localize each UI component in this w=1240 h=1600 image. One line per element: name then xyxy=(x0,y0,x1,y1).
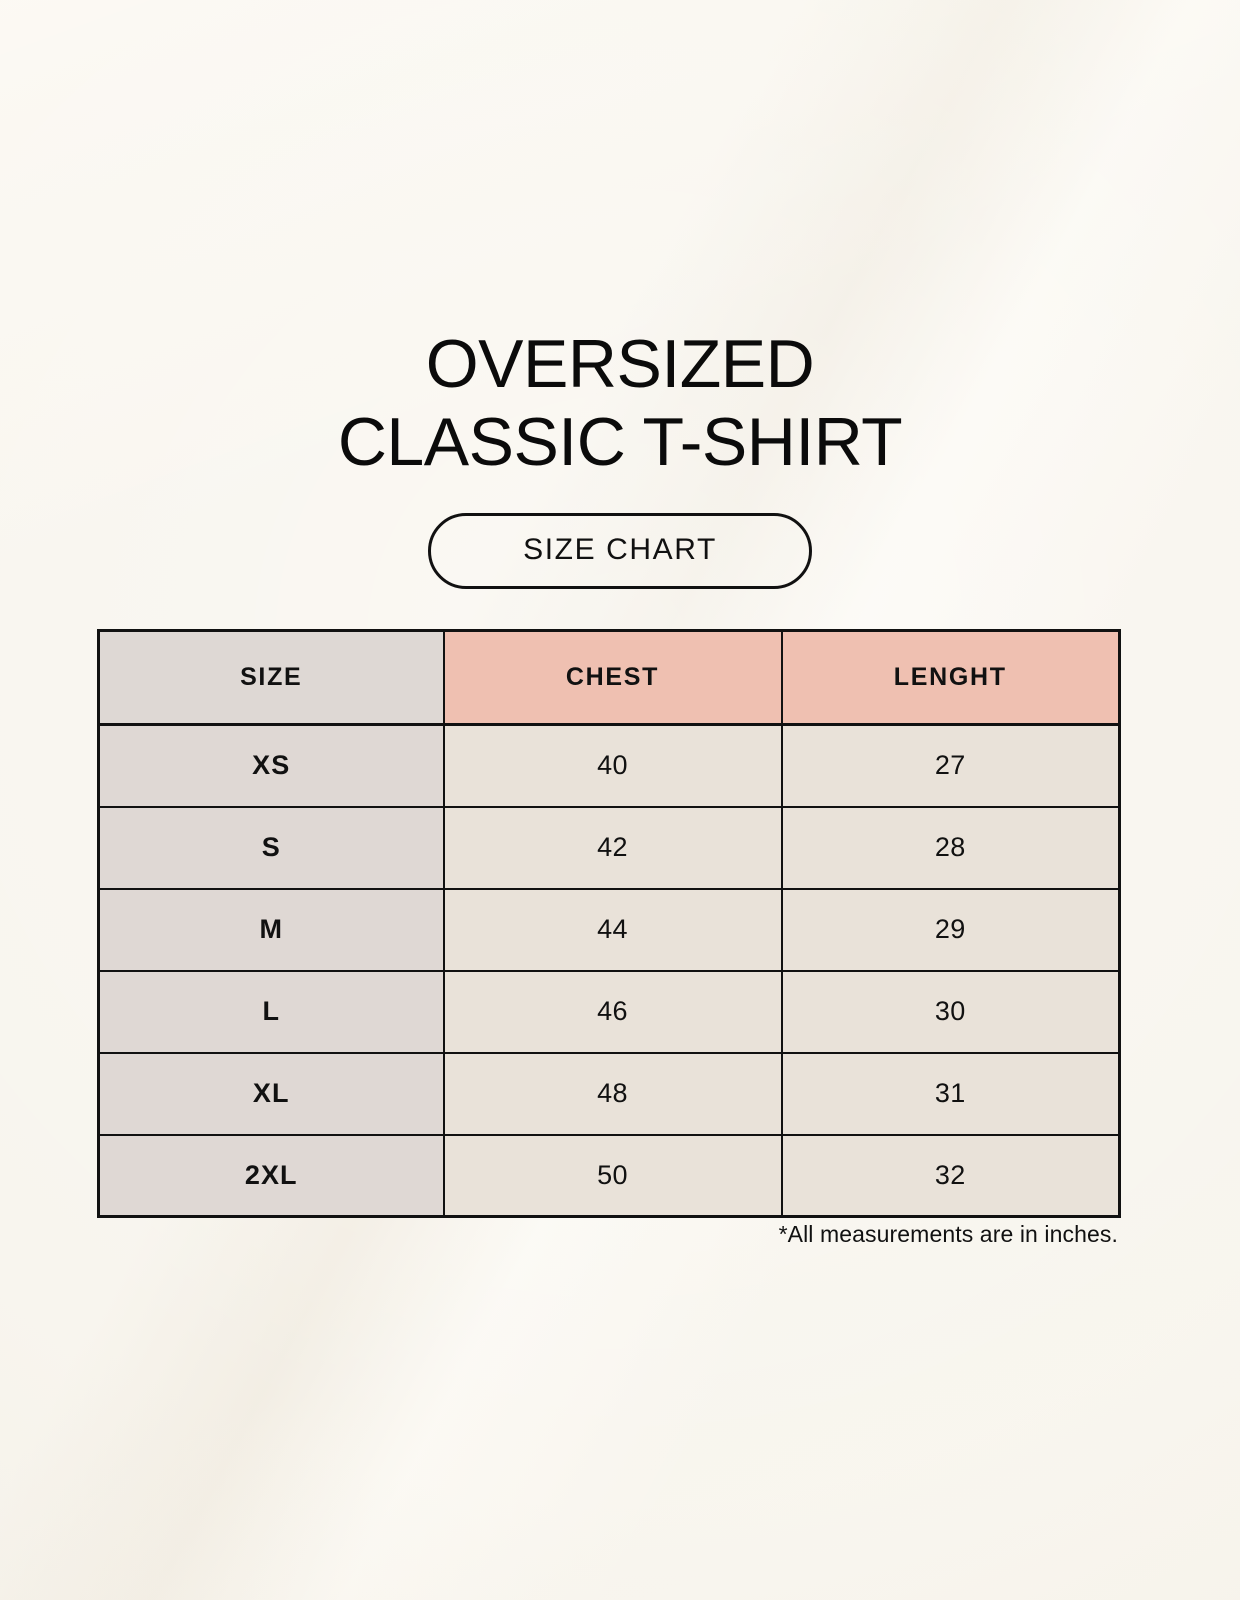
cell-size: XS xyxy=(97,723,445,808)
measurement-units-footnote: *All measurements are in inches. xyxy=(778,1221,1118,1247)
cell-length: 32 xyxy=(780,1133,1121,1218)
table-header-row: SIZE CHEST LENGHT xyxy=(97,629,1121,726)
cell-length: 31 xyxy=(780,1051,1121,1136)
cell-size: L xyxy=(97,969,445,1054)
cell-chest: 50 xyxy=(442,1133,783,1218)
column-header-chest: CHEST xyxy=(442,629,783,726)
title-line-primary: OVERSIZED xyxy=(425,326,815,402)
cell-size: 2XL xyxy=(97,1133,445,1218)
size-table-container: SIZE CHEST LENGHT XS 40 27 S 42 28 M xyxy=(97,629,1121,1218)
cell-size: M xyxy=(97,887,445,972)
size-chart-badge-container: SIZE CHART xyxy=(0,513,1240,589)
table-row: XL 48 31 xyxy=(97,1051,1121,1136)
table-row: XS 40 27 xyxy=(97,723,1121,808)
table-row: L 46 30 xyxy=(97,969,1121,1054)
cell-chest: 42 xyxy=(442,805,783,890)
column-header-length: LENGHT xyxy=(780,629,1121,726)
table-body: XS 40 27 S 42 28 M 44 29 L 46 30 xyxy=(97,723,1121,1218)
table-row: S 42 28 xyxy=(97,805,1121,890)
cell-chest: 40 xyxy=(442,723,783,808)
cell-length: 29 xyxy=(780,887,1121,972)
cell-length: 30 xyxy=(780,969,1121,1054)
table-row: 2XL 50 32 xyxy=(97,1133,1121,1218)
title-line-secondary: CLASSIC T-SHIRT xyxy=(337,404,903,480)
size-chart-table: SIZE CHEST LENGHT XS 40 27 S 42 28 M xyxy=(97,629,1121,1218)
cell-length: 28 xyxy=(780,805,1121,890)
table-row: M 44 29 xyxy=(97,887,1121,972)
table-header: SIZE CHEST LENGHT xyxy=(97,629,1121,726)
cell-size: S xyxy=(97,805,445,890)
column-header-size: SIZE xyxy=(97,629,445,726)
page-title: OVERSIZED CLASSIC T-SHIRT xyxy=(0,330,1240,476)
cell-length: 27 xyxy=(780,723,1121,808)
cell-size: XL xyxy=(97,1051,445,1136)
size-chart-badge: SIZE CHART xyxy=(428,513,812,589)
cell-chest: 44 xyxy=(442,887,783,972)
cell-chest: 48 xyxy=(442,1051,783,1136)
cell-chest: 46 xyxy=(442,969,783,1054)
